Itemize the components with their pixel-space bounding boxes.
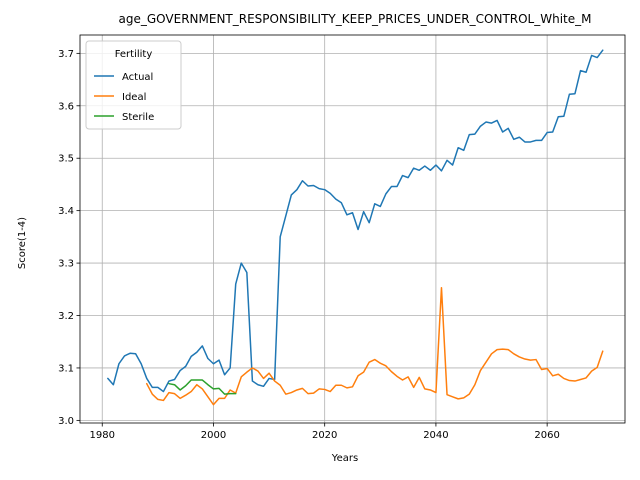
x-tick-label: 2040	[423, 430, 448, 441]
y-tick-label: 3.3	[58, 259, 74, 270]
legend: Fertility Actual Ideal Sterile	[85, 40, 182, 130]
y-tick-label: 3.2	[58, 311, 74, 322]
legend-label-actual: Actual	[122, 72, 153, 83]
legend-label-ideal: Ideal	[122, 92, 146, 103]
x-tick-label: 2060	[534, 430, 559, 441]
plot-frame	[79, 34, 626, 424]
legend-title: Fertility	[115, 49, 153, 60]
series-lines	[107, 49, 604, 406]
series-line-actual	[107, 49, 604, 393]
x-tick-label: 2000	[201, 430, 226, 441]
y-tick-label: 3.4	[58, 206, 74, 217]
x-tick-label: 2020	[312, 430, 337, 441]
y-axis-label: Score(1-4)	[17, 217, 28, 269]
legend-label-sterile: Sterile	[122, 112, 154, 123]
series-line-sterile	[168, 379, 237, 395]
x-tick-label: 1980	[90, 430, 115, 441]
legend-box	[85, 40, 182, 130]
grid-lines	[80, 35, 625, 423]
x-axis: 1980 2000 2020 2040 2060	[90, 423, 560, 441]
y-axis: 3.0 3.1 3.2 3.3 3.4 3.5 3.6 3.7	[58, 49, 80, 427]
y-tick-label: 3.5	[58, 154, 74, 165]
chart-title: age_GOVERNMENT_RESPONSIBILITY_KEEP_PRICE…	[119, 12, 592, 26]
series-line-ideal	[145, 286, 604, 406]
y-tick-label: 3.1	[58, 363, 74, 374]
y-tick-label: 3.6	[58, 101, 74, 112]
x-axis-label: Years	[331, 453, 358, 464]
y-tick-label: 3.0	[58, 416, 74, 427]
y-tick-label: 3.7	[58, 49, 74, 60]
